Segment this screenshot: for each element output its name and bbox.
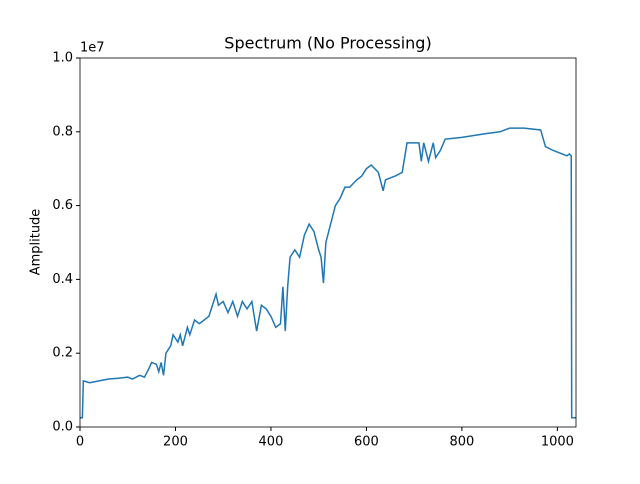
- y-axis-label: Amplitude: [29, 209, 44, 276]
- chart-title: Spectrum (No Processing): [224, 34, 431, 53]
- y-tick-label: 1.0: [52, 51, 73, 66]
- x-tick-label: 600: [354, 435, 379, 450]
- series-line: [80, 127, 576, 419]
- plot-frame: [79, 57, 577, 428]
- y-tick-label: 0.0: [52, 420, 73, 435]
- y-tick-label: 0.6: [52, 198, 73, 213]
- y-offset-label: 1e7: [80, 41, 105, 56]
- y-tick-label: 0.8: [52, 124, 73, 139]
- x-tick-label: 400: [259, 435, 284, 450]
- x-tick-label: 0: [76, 435, 84, 450]
- y-tick-label: 0.4: [52, 272, 73, 287]
- x-tick-label: 200: [163, 435, 188, 450]
- x-tick-label: 800: [449, 435, 474, 450]
- x-tick-label: 1000: [541, 435, 574, 450]
- y-tick-label: 0.2: [52, 346, 73, 361]
